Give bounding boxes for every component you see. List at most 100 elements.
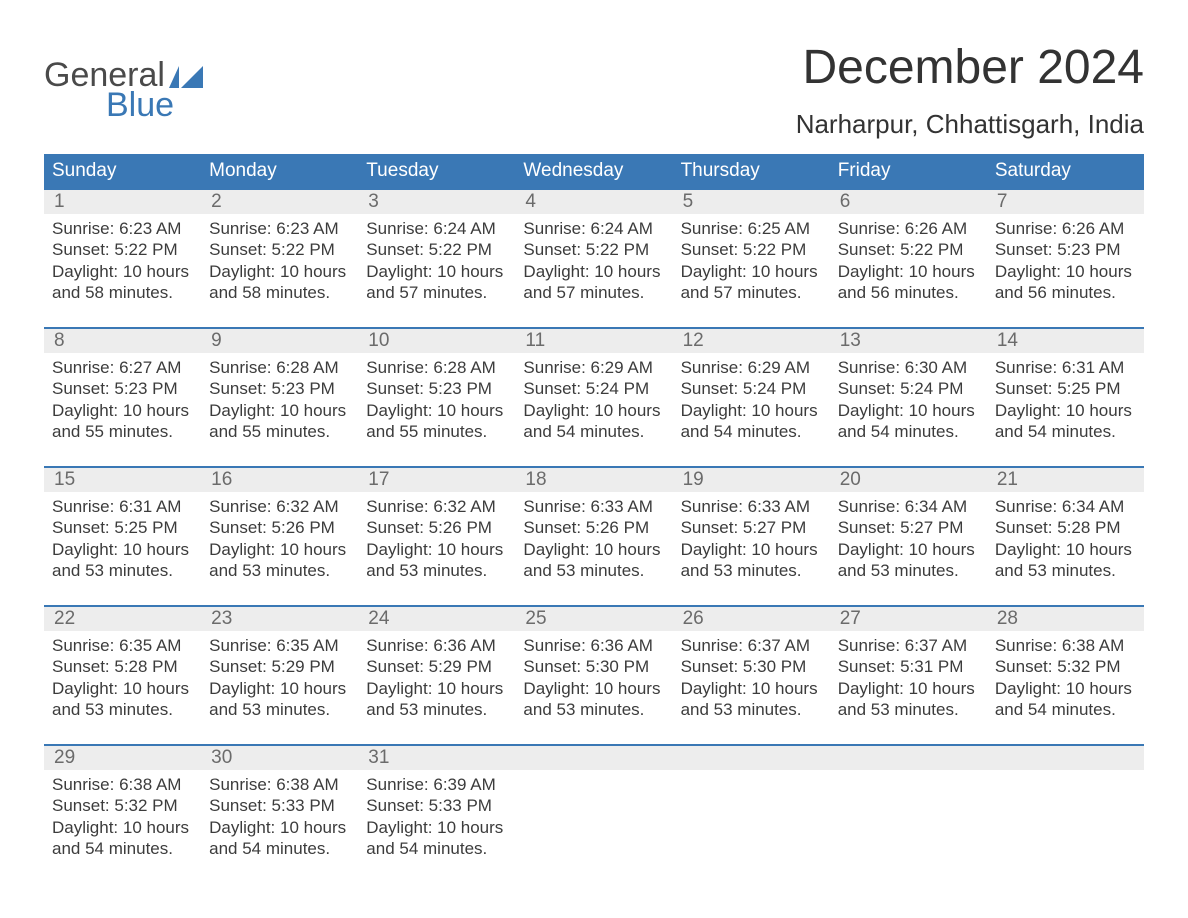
daylight-line1: Daylight: 10 hours — [523, 261, 666, 282]
daylight-line2: and 53 minutes. — [838, 560, 981, 581]
day-detail: Sunrise: 6:26 AMSunset: 5:22 PMDaylight:… — [836, 218, 981, 303]
sunset-text: Sunset: 5:25 PM — [52, 517, 195, 538]
day-cell: 26Sunrise: 6:37 AMSunset: 5:30 PMDayligh… — [673, 607, 830, 720]
sunrise-text: Sunrise: 6:33 AM — [681, 496, 824, 517]
sunset-text: Sunset: 5:26 PM — [366, 517, 509, 538]
day-detail: Sunrise: 6:24 AMSunset: 5:22 PMDaylight:… — [521, 218, 666, 303]
sunset-text: Sunset: 5:30 PM — [523, 656, 666, 677]
location-subtitle: Narharpur, Chhattisgarh, India — [796, 109, 1144, 140]
daylight-line1: Daylight: 10 hours — [52, 817, 195, 838]
daylight-line2: and 53 minutes. — [209, 699, 352, 720]
day-detail: Sunrise: 6:30 AMSunset: 5:24 PMDaylight:… — [836, 357, 981, 442]
daylight-line1: Daylight: 10 hours — [366, 817, 509, 838]
daylight-line2: and 56 minutes. — [838, 282, 981, 303]
day-cell: 1Sunrise: 6:23 AMSunset: 5:22 PMDaylight… — [44, 190, 201, 303]
day-number: 21 — [991, 469, 1018, 490]
header: General Blue December 2024 Narharpur, Ch… — [44, 40, 1144, 140]
daylight-line2: and 57 minutes. — [523, 282, 666, 303]
sunrise-text: Sunrise: 6:31 AM — [995, 357, 1138, 378]
day-number-strip — [830, 746, 987, 770]
day-cell: 24Sunrise: 6:36 AMSunset: 5:29 PMDayligh… — [358, 607, 515, 720]
sunset-text: Sunset: 5:31 PM — [838, 656, 981, 677]
day-cell: 19 Sunrise: 6:33 AMSunset: 5:27 PMDayligh… — [673, 468, 830, 581]
week-row: 15Sunrise: 6:31 AMSunset: 5:25 PMDayligh… — [44, 466, 1144, 581]
day-cell: 21Sunrise: 6:34 AMSunset: 5:28 PMDayligh… — [987, 468, 1144, 581]
day-number: 20 — [834, 469, 861, 490]
day-detail: Sunrise: 6:38 AMSunset: 5:32 PMDaylight:… — [50, 774, 195, 859]
sunset-text: Sunset: 5:23 PM — [366, 378, 509, 399]
daylight-line2: and 54 minutes. — [995, 699, 1138, 720]
day-number — [677, 747, 683, 768]
title-block: December 2024 Narharpur, Chhattisgarh, I… — [796, 40, 1144, 140]
day-detail: Sunrise: 6:23 AMSunset: 5:22 PMDaylight:… — [207, 218, 352, 303]
day-detail: Sunrise: 6:29 AMSunset: 5:24 PMDaylight:… — [521, 357, 666, 442]
day-number: 19 — [677, 469, 704, 490]
day-number-strip: 14 — [987, 329, 1144, 353]
day-detail: Sunrise: 6:35 AMSunset: 5:29 PMDaylight:… — [207, 635, 352, 720]
day-number-strip: 3 — [358, 190, 515, 214]
day-number-strip: 28 — [987, 607, 1144, 631]
day-number: 18 — [519, 469, 546, 490]
day-cell — [830, 746, 987, 859]
sunrise-text: Sunrise: 6:33 AM — [523, 496, 666, 517]
daylight-line2: and 53 minutes. — [523, 560, 666, 581]
day-detail: Sunrise: 6:36 AMSunset: 5:29 PMDaylight:… — [364, 635, 509, 720]
sunrise-text: Sunrise: 6:35 AM — [52, 635, 195, 656]
sunset-text: Sunset: 5:28 PM — [52, 656, 195, 677]
sunrise-text: Sunrise: 6:31 AM — [52, 496, 195, 517]
daylight-line2: and 55 minutes. — [366, 421, 509, 442]
daylight-line2: and 53 minutes. — [52, 699, 195, 720]
day-number: 10 — [362, 330, 389, 351]
day-detail: Sunrise: 6:31 AMSunset: 5:25 PMDaylight:… — [50, 496, 195, 581]
sunset-text: Sunset: 5:22 PM — [52, 239, 195, 260]
day-cell: 14 Sunrise: 6:31 AMSunset: 5:25 PMDayligh… — [987, 329, 1144, 442]
day-number-strip: 26 — [673, 607, 830, 631]
sunset-text: Sunset: 5:27 PM — [838, 517, 981, 538]
sunrise-text: Sunrise: 6:35 AM — [209, 635, 352, 656]
day-number: 12 — [677, 330, 704, 351]
dow-cell: Friday — [830, 154, 987, 188]
day-detail: Sunrise: 6:26 AMSunset: 5:23 PMDaylight:… — [993, 218, 1138, 303]
day-number-strip: 5 — [673, 190, 830, 214]
sunrise-text: Sunrise: 6:36 AM — [523, 635, 666, 656]
day-cell: 18Sunrise: 6:33 AMSunset: 5:26 PMDayligh… — [515, 468, 672, 581]
daylight-line1: Daylight: 10 hours — [995, 261, 1138, 282]
daylight-line2: and 53 minutes. — [366, 560, 509, 581]
sunrise-text: Sunrise: 6:23 AM — [52, 218, 195, 239]
daylight-line1: Daylight: 10 hours — [52, 539, 195, 560]
daylight-line1: Daylight: 10 hours — [523, 539, 666, 560]
sunset-text: Sunset: 5:24 PM — [681, 378, 824, 399]
day-number: 9 — [205, 330, 222, 351]
daylight-line1: Daylight: 10 hours — [995, 539, 1138, 560]
sunrise-text: Sunrise: 6:37 AM — [681, 635, 824, 656]
sunrise-text: Sunrise: 6:24 AM — [523, 218, 666, 239]
day-number-strip: 23 — [201, 607, 358, 631]
day-number-strip: 17 — [358, 468, 515, 492]
daylight-line1: Daylight: 10 hours — [209, 539, 352, 560]
daylight-line1: Daylight: 10 hours — [523, 400, 666, 421]
day-detail: Sunrise: 6:33 AMSunset: 5:27 PMDaylight:… — [679, 496, 824, 581]
daylight-line1: Daylight: 10 hours — [366, 261, 509, 282]
daylight-line1: Daylight: 10 hours — [681, 261, 824, 282]
day-number-strip: 13 — [830, 329, 987, 353]
day-cell: 7Sunrise: 6:26 AMSunset: 5:23 PMDaylight… — [987, 190, 1144, 303]
day-number-strip — [673, 746, 830, 770]
sunset-text: Sunset: 5:22 PM — [209, 239, 352, 260]
brand-flag-icon — [169, 66, 203, 88]
day-detail: Sunrise: 6:31 AMSunset: 5:25 PMDaylight:… — [993, 357, 1138, 442]
daylight-line2: and 53 minutes. — [209, 560, 352, 581]
day-number-strip: 15 — [44, 468, 201, 492]
day-number-strip: 25 — [515, 607, 672, 631]
day-cell: 20Sunrise: 6:34 AMSunset: 5:27 PMDayligh… — [830, 468, 987, 581]
day-number-strip: 19 — [673, 468, 830, 492]
day-detail: Sunrise: 6:28 AMSunset: 5:23 PMDaylight:… — [364, 357, 509, 442]
daylight-line2: and 55 minutes. — [209, 421, 352, 442]
month-title: December 2024 — [796, 40, 1144, 95]
day-detail: Sunrise: 6:35 AMSunset: 5:28 PMDaylight:… — [50, 635, 195, 720]
day-number: 29 — [48, 747, 75, 768]
day-number-strip: 31 — [358, 746, 515, 770]
day-cell: 22Sunrise: 6:35 AMSunset: 5:28 PMDayligh… — [44, 607, 201, 720]
day-number: 11 — [519, 330, 545, 351]
daylight-line1: Daylight: 10 hours — [209, 817, 352, 838]
day-number: 5 — [677, 191, 694, 212]
